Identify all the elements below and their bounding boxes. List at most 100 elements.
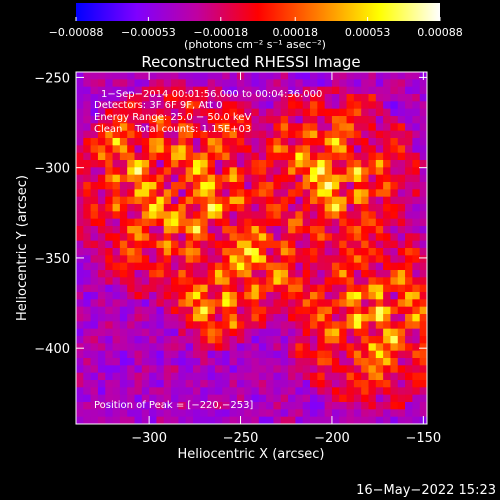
heatmap-cell [324,86,333,95]
heatmap-cell [375,189,384,198]
heatmap-cell [207,79,216,88]
heatmap-cell [295,101,304,110]
heatmap-cell [200,167,209,176]
heatmap-cell [397,101,406,110]
heatmap-cell [324,343,333,352]
heatmap-cell [222,306,231,315]
heatmap-cell [119,240,128,249]
heatmap-cell [134,306,143,315]
heatmap-cell [412,130,421,139]
heatmap-cell [280,240,289,249]
heatmap-cell [280,262,289,271]
heatmap-cell [383,196,391,205]
heatmap-cell [397,182,406,190]
heatmap-cell [346,387,355,396]
heatmap-cell [222,394,231,403]
heatmap-cell [112,211,121,220]
heatmap-cell [346,240,355,249]
heatmap-cell [207,343,216,352]
heatmap-cell [273,372,282,381]
heatmap-cell [76,240,84,249]
heatmap-cell [163,130,172,139]
heatmap-cell [383,358,391,366]
heatmap-cell [383,138,391,146]
heatmap-cell [178,160,187,168]
heatmap-cell [390,240,399,249]
heatmap-cell [134,152,143,161]
heatmap-cell [361,262,369,271]
heatmap-cell [375,328,384,337]
heatmap-cell [273,380,282,388]
heatmap-cell [171,182,179,190]
heatmap-cell [97,211,106,220]
heatmap-cell [339,240,348,249]
heatmap-cell [200,299,209,308]
heatmap-cell [361,343,369,352]
heatmap-cell [236,350,245,359]
heatmap-cell [222,292,231,300]
heatmap-cell [346,130,355,139]
heatmap-cell [273,343,282,352]
heatmap-cell [105,365,114,374]
heatmap-cell [339,262,348,271]
heatmap-cell [280,152,289,161]
heatmap-cell [193,394,201,403]
heatmap-cell [353,152,362,161]
heatmap-cell [185,174,194,183]
heatmap-cell [127,160,135,168]
heatmap-cell [361,204,369,212]
heatmap-cell [251,343,260,352]
y-axis-label: Heliocentric Y (arcsec) [15,175,30,321]
heatmap-cell [185,72,194,80]
heatmap-cell [251,145,260,154]
heatmap-cell [229,277,238,286]
heatmap-cell [412,277,421,286]
heatmap-cell [171,138,179,146]
heatmap-cell [273,167,282,176]
heatmap-cell [339,152,348,161]
heatmap-cell [258,306,267,315]
heatmap-cell [397,262,406,271]
heatmap-cell [251,358,260,366]
heatmap-cell [331,145,340,154]
heatmap-cell [390,321,399,330]
heatmap-cell [251,167,260,176]
heatmap-cell [222,240,231,249]
heatmap-cell [156,284,165,293]
heatmap-cell [214,380,223,388]
heatmap-cell [105,233,114,242]
heatmap-cell [229,343,238,352]
heatmap-cell [185,262,194,271]
heatmap-cell [229,211,238,220]
heatmap-cell [331,277,340,286]
heatmap-cell [383,79,391,88]
heatmap-cell [156,86,165,95]
heatmap-cell [83,372,92,381]
heatmap-cell [156,372,165,381]
heatmap-cell [185,255,194,264]
heatmap-cell [171,328,179,337]
heatmap-cell [390,387,399,396]
heatmap-cell [200,394,209,403]
heatmap-cell [178,108,187,117]
heatmap-cell [383,270,391,278]
heatmap-cell [119,336,128,344]
heatmap-cell [222,321,231,330]
heatmap-cell [310,123,318,132]
heatmap-cell [156,306,165,315]
heatmap-cell [288,343,296,352]
heatmap-cell [288,321,296,330]
heatmap-cell [339,174,348,183]
heatmap-cell [178,255,187,264]
heatmap-cell [390,138,399,146]
heatmap-cell [200,79,209,88]
heatmap-cell [178,130,187,139]
heatmap-cell [375,284,384,293]
heatmap-cell [90,196,99,205]
heatmap-cell [317,284,326,293]
heatmap-cell [156,123,165,132]
heatmap-cell [90,160,99,168]
heatmap-cell [412,108,421,117]
colorbar-tick-label: −0.00018 [193,26,248,39]
heatmap-cell [112,233,121,242]
